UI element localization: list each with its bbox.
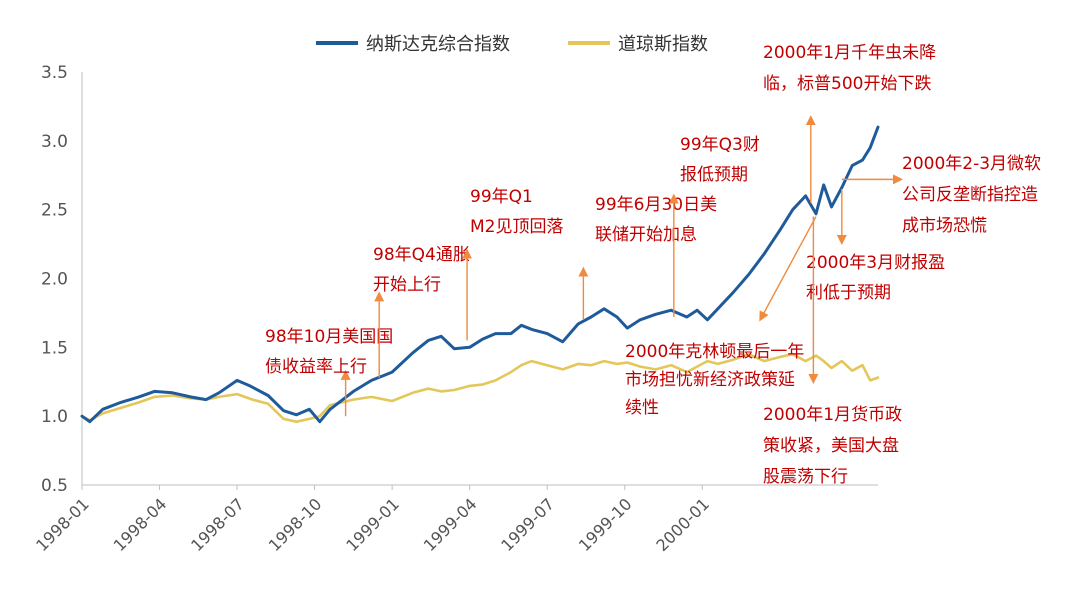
x-tick-label: 1999-04 xyxy=(420,494,481,555)
annotation-arrow xyxy=(759,216,817,322)
annotation-label: 2000年2-3月微软 xyxy=(902,154,1041,174)
annotation-label: 公司反垄断指控造 xyxy=(902,185,1038,205)
annotation-label: 2000年3月财报盈 xyxy=(806,253,945,273)
series-line-nasdaq xyxy=(80,125,880,424)
annotation-label: 续性 xyxy=(625,398,659,418)
x-tick-label: 1998-04 xyxy=(110,494,171,555)
annotation-label: M2见顶回落 xyxy=(470,217,563,237)
annotation-label: 98年10月美国国 xyxy=(265,327,393,347)
series-line-dow xyxy=(80,352,880,423)
annotation-label: 临，标普500开始下跌 xyxy=(763,74,931,94)
y-axis: 0.5 1.0 1.5 2.0 2.5 3.0 3.5 xyxy=(41,63,83,496)
annotation-label: 2000年克林顿最后一年 xyxy=(625,342,804,362)
annotation-label: 98年Q4通胀 xyxy=(373,245,470,265)
x-axis: 1998-01 1998-04 1998-07 1998-10 1999-01 1999-… xyxy=(32,484,878,555)
legend-label-dow: 道琼斯指数 xyxy=(618,34,708,55)
annotation-label: 99年6月30日美 xyxy=(595,195,717,215)
x-tick-label: 1998-07 xyxy=(187,494,248,555)
y-tick-label: 2.5 xyxy=(41,201,68,221)
x-tick-label: 1999-10 xyxy=(575,494,636,555)
series-layer xyxy=(80,125,880,424)
x-tick-label: 1998-01 xyxy=(32,494,93,555)
y-tick-label: 3.0 xyxy=(41,132,68,152)
annotation-label: 利低于预期 xyxy=(806,283,891,303)
annotation-label: 开始上行 xyxy=(373,275,441,295)
annotation-label: 联储开始加息 xyxy=(595,225,697,245)
annotation-label: 99年Q1 xyxy=(470,187,533,207)
x-tick-label: 1999-01 xyxy=(342,494,403,555)
legend: 纳斯达克综合指数 道琼斯指数 xyxy=(316,34,708,55)
annotation-label: 2000年1月千年虫未降 xyxy=(763,43,936,63)
annotation-label: 99年Q3财 xyxy=(680,135,760,155)
annotation-label: 成市场恐慌 xyxy=(902,216,987,236)
x-tick-label: 1999-07 xyxy=(497,494,558,555)
x-tick-label: 2000-01 xyxy=(652,494,713,555)
annotation-label: 债收益率上行 xyxy=(265,357,367,377)
annotation-label: 策收紧，美国大盘 xyxy=(763,436,899,456)
annotation-label: 市场担忧新经济政策延 xyxy=(625,370,795,390)
y-tick-label: 0.5 xyxy=(41,476,68,496)
y-tick-label: 3.5 xyxy=(41,63,68,83)
annotation-label: 2000年1月货币政 xyxy=(763,405,902,425)
legend-label-nasdaq: 纳斯达克综合指数 xyxy=(366,34,510,55)
x-tick-label: 1998-10 xyxy=(265,494,326,555)
y-tick-label: 1.0 xyxy=(41,407,68,427)
y-tick-label: 1.5 xyxy=(41,338,68,358)
annotation-label: 报低预期 xyxy=(680,165,748,185)
annotation-label: 股震荡下行 xyxy=(763,467,848,487)
y-tick-label: 2.0 xyxy=(41,270,68,290)
